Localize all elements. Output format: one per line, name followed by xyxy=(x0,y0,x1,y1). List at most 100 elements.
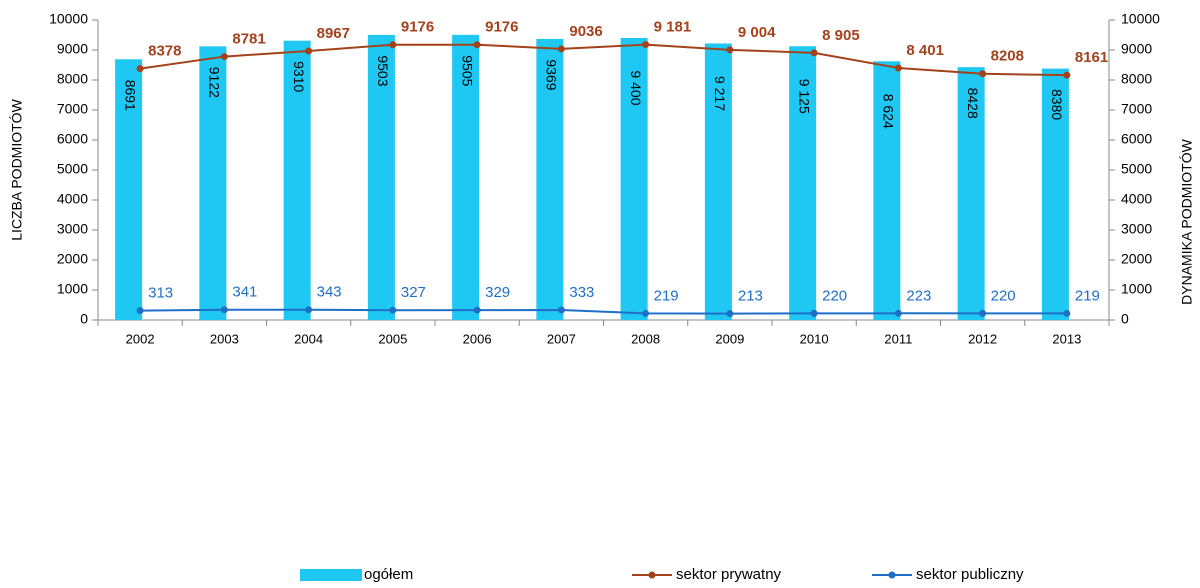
line xyxy=(140,308,1067,315)
x-tick-label: 2007 xyxy=(547,331,576,346)
line-value-label: 9 004 xyxy=(738,24,776,41)
line-value-label: 219 xyxy=(1075,287,1100,304)
line-point xyxy=(305,306,313,314)
bar-value-label: 9 217 xyxy=(712,76,728,111)
bar xyxy=(873,61,901,320)
y2-axis-title: DYNAMIKA PODMIOTÓW xyxy=(1179,138,1195,304)
bar-value-label: 8691 xyxy=(122,80,138,111)
y-tick-label: 5000 xyxy=(57,161,88,177)
line-point xyxy=(557,306,565,314)
bar xyxy=(1041,68,1069,320)
y2-tick-label: 10000 xyxy=(1121,11,1160,27)
y2-tick-label: 0 xyxy=(1121,311,1129,327)
line-point xyxy=(726,310,734,318)
bar-value-label: 8 624 xyxy=(881,94,897,129)
bar xyxy=(620,38,648,320)
line-value-label: 213 xyxy=(738,288,763,305)
bar xyxy=(704,43,732,321)
y-tick-label: 3000 xyxy=(57,221,88,237)
y-tick-label: 7000 xyxy=(57,101,88,117)
x-tick-label: 2006 xyxy=(463,331,492,346)
bar-value-label: 9122 xyxy=(207,67,223,98)
x-tick-label: 2005 xyxy=(378,331,407,346)
line-point xyxy=(220,53,228,61)
y-tick-label: 0 xyxy=(80,311,88,327)
bar-value-label: 8380 xyxy=(1049,89,1065,120)
legend-swatch xyxy=(300,569,362,581)
line-value-label: 8967 xyxy=(317,25,350,42)
y-tick-label: 9000 xyxy=(57,41,88,57)
line-value-label: 220 xyxy=(822,287,847,304)
line-point xyxy=(305,47,313,55)
y-tick-label: 8000 xyxy=(57,71,88,87)
x-tick-label: 2011 xyxy=(884,331,912,346)
line-value-label: 9036 xyxy=(569,23,602,40)
y-tick-label: 6000 xyxy=(57,131,88,147)
y2-tick-label: 8000 xyxy=(1121,71,1152,87)
y2-tick-label: 6000 xyxy=(1121,131,1152,147)
line-point xyxy=(473,306,481,314)
y-tick-label: 4000 xyxy=(57,191,88,207)
bar-value-label: 8428 xyxy=(965,88,981,119)
line-value-label: 313 xyxy=(148,285,173,302)
line-point xyxy=(810,309,818,317)
line-value-label: 327 xyxy=(401,284,426,301)
line-point xyxy=(1063,71,1071,79)
bar xyxy=(957,67,985,320)
line-value-label: 8 905 xyxy=(822,27,860,44)
y-axis-title: LICZBA PODMIOTÓW xyxy=(9,98,25,240)
bar-value-label: 9369 xyxy=(544,59,560,90)
bar-value-label: 9503 xyxy=(375,55,391,86)
line-point xyxy=(389,306,397,314)
y2-tick-label: 5000 xyxy=(1121,161,1152,177)
bar xyxy=(452,34,480,320)
x-tick-label: 2009 xyxy=(715,331,744,346)
line-point xyxy=(894,64,902,72)
bar-value-label: 9310 xyxy=(291,61,307,92)
line-value-label: 341 xyxy=(232,284,257,301)
legend-label: sektor prywatny xyxy=(676,566,782,583)
line-point xyxy=(557,45,565,53)
line-value-label: 8781 xyxy=(232,31,265,48)
line-value-label: 9176 xyxy=(485,19,518,36)
x-tick-label: 2013 xyxy=(1052,331,1081,346)
bar-value-label: 9 400 xyxy=(628,70,644,105)
line-point xyxy=(979,70,987,78)
line-value-label: 8 401 xyxy=(906,42,944,59)
line-value-label: 333 xyxy=(569,284,594,301)
line-value-label: 8208 xyxy=(991,48,1024,65)
line-point xyxy=(389,41,397,49)
line xyxy=(139,43,1067,77)
line-point xyxy=(642,309,650,317)
y-tick-label: 1000 xyxy=(57,281,88,297)
y2-tick-label: 3000 xyxy=(1121,221,1152,237)
legend-label: ogółem xyxy=(364,566,413,583)
line-point xyxy=(220,306,228,314)
y2-tick-label: 7000 xyxy=(1121,101,1152,117)
legend-swatch xyxy=(648,571,656,579)
line-point xyxy=(810,49,818,57)
line-point xyxy=(979,309,987,317)
line-value-label: 8378 xyxy=(148,43,181,60)
line-point xyxy=(642,41,650,49)
line-value-label: 219 xyxy=(654,287,679,304)
line-value-label: 9176 xyxy=(401,19,434,36)
x-tick-label: 2003 xyxy=(210,331,239,346)
line-value-label: 220 xyxy=(991,287,1016,304)
y2-tick-label: 2000 xyxy=(1121,251,1152,267)
bar xyxy=(115,59,143,321)
bar-value-label: 9 125 xyxy=(796,79,812,114)
bar-value-label: 9505 xyxy=(459,55,475,86)
line-point xyxy=(473,41,481,49)
line-point xyxy=(894,309,902,317)
y2-tick-label: 4000 xyxy=(1121,191,1152,207)
line-value-label: 329 xyxy=(485,284,510,301)
x-tick-label: 2004 xyxy=(294,331,323,346)
line-point xyxy=(1063,309,1071,317)
bar xyxy=(367,34,395,320)
legend-label: sektor publiczny xyxy=(916,566,1024,583)
bar xyxy=(536,38,564,321)
line-value-label: 223 xyxy=(906,287,931,304)
line-value-label: 9 181 xyxy=(654,19,692,36)
